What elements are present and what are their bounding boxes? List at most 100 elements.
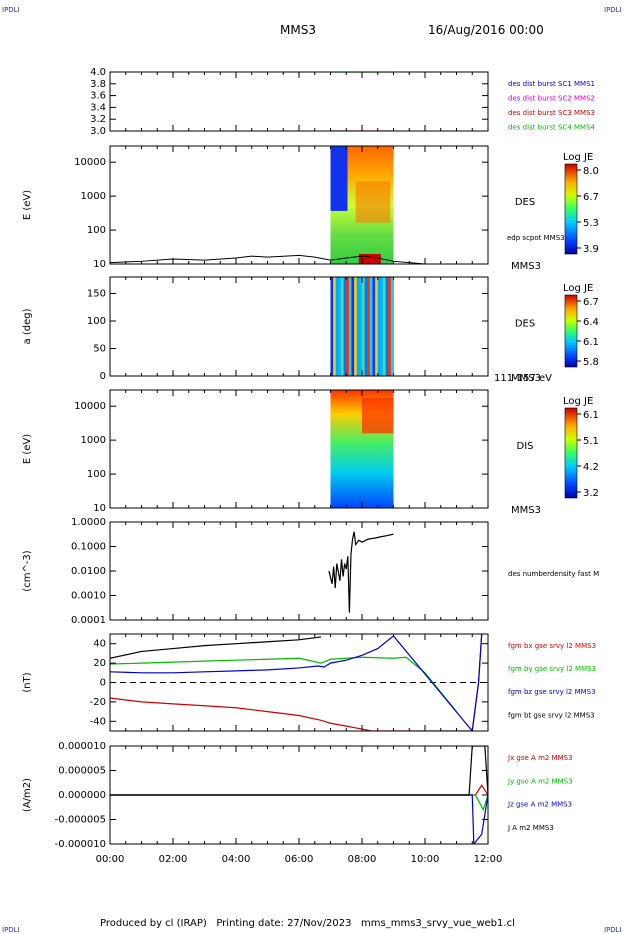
y-tick-label: 1.0000: [71, 517, 106, 528]
y-tick-label: 0.000005: [58, 766, 106, 777]
instrument-label: DES: [515, 197, 535, 208]
y-tick-label: 100: [87, 225, 106, 236]
y-tick-label: 0.000000: [58, 790, 106, 801]
y-tick-label: 10: [93, 259, 106, 270]
corner-label-bottom-right: IPDLI: [604, 926, 622, 934]
corner-label-top-left: IPDLI: [2, 6, 20, 14]
y-tick-label: 0.0010: [71, 591, 106, 602]
time-tick-label: 08:00: [348, 854, 377, 865]
y-tick-label: 20: [93, 658, 106, 669]
panel-frame: [109, 276, 489, 377]
pitch-angle-bin: [356, 277, 360, 376]
colorbar-tick-label: 3.2: [583, 488, 599, 499]
y-axis-label: (A/m2): [22, 778, 33, 812]
y-tick-label: 1000: [81, 191, 106, 202]
y-tick-label: 150: [87, 289, 106, 300]
y-axis-label: a (deg): [22, 308, 33, 344]
pitch-angle-bin: [367, 277, 371, 376]
spacecraft-label: MMS3: [511, 505, 541, 516]
y-tick-label: 0.1000: [71, 542, 106, 553]
y-axis-label: (cm^-3): [22, 550, 33, 591]
y-tick-label: -40: [90, 716, 106, 727]
plot-date: 16/Aug/2016 00:00: [428, 23, 544, 37]
series-line: [110, 634, 483, 731]
legend-entry: fgm bx gse srvy l2 MMS3: [508, 642, 596, 650]
y-axis-label: (nT): [22, 672, 33, 692]
instrument-label: DES: [515, 319, 535, 330]
colorbar-tick-label: 5.8: [583, 357, 599, 368]
pitch-angle-bin: [343, 277, 347, 376]
pitch-angle-bin: [385, 277, 389, 376]
plot-title: MMS3: [280, 23, 316, 37]
pitch-angle-bin: [333, 277, 337, 376]
energy-range-label: 111-157 eV: [494, 373, 552, 384]
colorbar-tick-label: 8.0: [583, 166, 599, 177]
y-tick-label: 0.0001: [71, 615, 106, 626]
pitch-angle-bin: [369, 277, 373, 376]
pitch-angle-bin: [377, 277, 381, 376]
series-line: [110, 794, 488, 812]
panel-frame: [109, 71, 489, 132]
colorbar-title: Log JE: [563, 396, 593, 407]
panel-frame: [109, 389, 489, 509]
time-tick-label: 12:00: [474, 854, 503, 865]
legend-entry: fgm by gse srvy l2 MMS3: [508, 665, 596, 673]
y-axis-label: E (eV): [22, 190, 33, 220]
pitch-angle-bin: [383, 277, 387, 376]
y-tick-label: 0: [100, 678, 106, 689]
legend-entry: des dist burst SC4 MMS4: [508, 124, 596, 132]
y-tick-label: 3.6: [90, 91, 106, 102]
colorbar-tick-label: 6.1: [583, 337, 599, 348]
y-tick-label: -20: [90, 697, 106, 708]
spacecraft-label: MMS3: [511, 261, 541, 272]
pitch-angle-bin: [362, 277, 366, 376]
legend-entry: Jx gse A m2 MMS3: [507, 754, 573, 762]
pitch-angle-bin: [375, 277, 379, 376]
legend-entry: des dist burst SC2 MMS2: [508, 95, 595, 103]
y-tick-label: 0: [100, 371, 106, 382]
legend-entry: J A m2 MMS3: [507, 824, 554, 832]
y-tick-label: 100: [87, 469, 106, 480]
colorbar: [564, 294, 578, 368]
y-tick-label: 10: [93, 503, 106, 514]
colorbar-tick-label: 3.9: [583, 244, 599, 255]
corner-label-top-right: IPDLI: [604, 6, 622, 14]
y-tick-label: 10000: [74, 157, 106, 168]
overlay-label: edp scpot MMS3: [507, 234, 565, 242]
time-tick-label: 04:00: [222, 854, 251, 865]
y-tick-label: 40: [93, 639, 106, 650]
colorbar-tick-label: 5.1: [583, 436, 599, 447]
y-tick-label: -0.000010: [55, 839, 106, 850]
panel-frame: [109, 521, 489, 621]
y-tick-label: 3.2: [90, 114, 106, 125]
pitch-angle-bin: [388, 277, 392, 376]
y-tick-label: -0.000005: [55, 815, 106, 826]
series-line: [110, 636, 322, 659]
pitch-angle-bin: [351, 277, 355, 376]
colorbar: [564, 407, 578, 499]
colorbar-tick-label: 4.2: [583, 462, 599, 473]
y-tick-label: 0.0100: [71, 566, 106, 577]
pitch-angle-bin: [338, 277, 342, 376]
colorbar-title: Log JE: [563, 152, 593, 163]
pitch-angle-bin: [354, 277, 358, 376]
pitch-angle-bin: [346, 277, 350, 376]
series-line: [110, 656, 457, 712]
pitch-angle-bin: [330, 277, 334, 376]
y-tick-label: 4.0: [90, 67, 106, 78]
legend-entry: des dist burst SC1 MMS1: [508, 80, 595, 88]
pitch-angle-bin: [372, 277, 376, 376]
corner-label-bottom-left: IPDLI: [2, 926, 20, 934]
series-line: [110, 794, 488, 844]
series-line: [110, 634, 483, 731]
legend-entry: fgm bt gse srvy l2 MMS3: [508, 711, 595, 719]
instrument-label: DIS: [517, 441, 534, 452]
colorbar-tick-label: 6.1: [583, 410, 599, 421]
pitch-angle-bin: [359, 277, 363, 376]
legend-entry: des numberdensity fast M: [508, 570, 599, 578]
time-tick-label: 02:00: [159, 854, 188, 865]
time-tick-label: 10:00: [411, 854, 440, 865]
legend-entry: des dist burst SC3 MMS3: [508, 109, 595, 117]
time-tick-label: 00:00: [96, 854, 125, 865]
dis-high-flux-region: [362, 398, 394, 434]
